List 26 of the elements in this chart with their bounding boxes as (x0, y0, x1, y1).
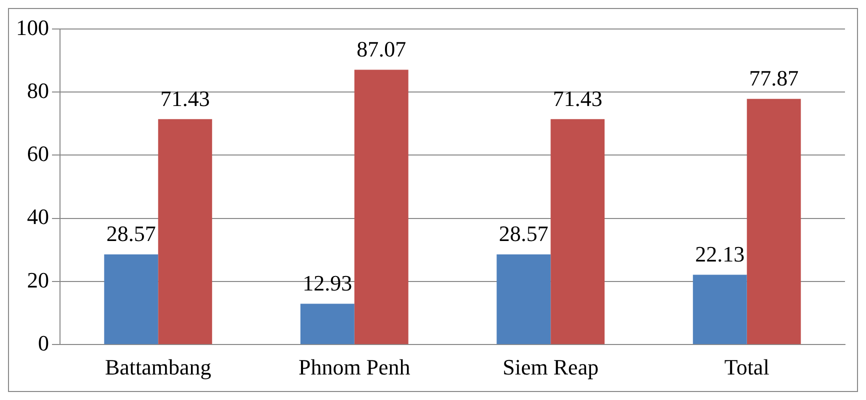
data-label: 28.57 (498, 221, 548, 246)
y-tick-label: 100 (16, 14, 49, 40)
bar (692, 274, 747, 344)
data-label: 71.43 (160, 86, 210, 111)
y-tick-label: 0 (38, 330, 49, 356)
x-tick-label: Siem Reap (502, 354, 599, 380)
bar (300, 304, 354, 344)
bar (158, 119, 212, 344)
bar (104, 254, 158, 344)
x-tick-label: Battambang (104, 354, 212, 380)
y-tick-label: 20 (27, 267, 49, 292)
y-tick-label: 60 (27, 141, 49, 166)
data-label: 71.43 (552, 86, 602, 111)
x-tick-label: Phnom Penh (298, 354, 410, 380)
x-tick-label: Total (724, 354, 770, 380)
data-label: 77.87 (749, 66, 799, 91)
bar (550, 119, 605, 344)
data-label: 22.13 (695, 242, 745, 267)
y-tick-label: 80 (27, 78, 49, 103)
bar (354, 70, 408, 344)
data-label: 87.07 (356, 36, 406, 62)
data-label: 12.93 (302, 270, 352, 296)
bar (746, 98, 801, 344)
y-tick-label: 40 (27, 204, 49, 230)
data-label: 28.57 (106, 221, 156, 246)
bar (496, 254, 551, 344)
